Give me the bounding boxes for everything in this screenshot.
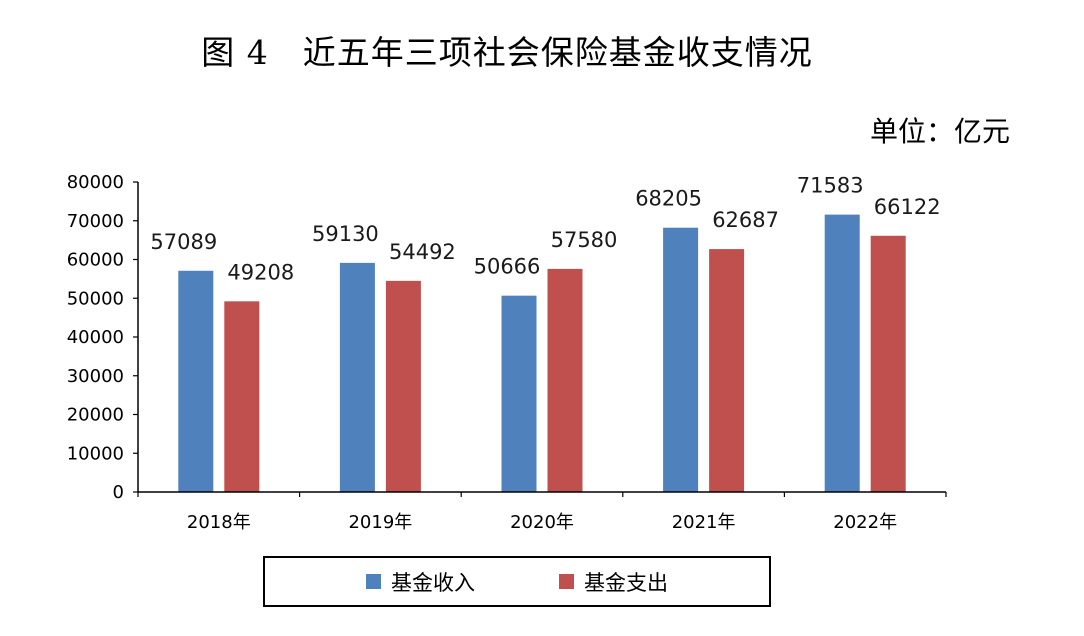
bars	[178, 214, 906, 492]
y-tick-label: 0	[113, 482, 124, 503]
y-tick-label: 50000	[67, 288, 124, 309]
y-tick-label: 60000	[67, 250, 124, 271]
bar	[178, 270, 214, 492]
y-tick-label: 20000	[67, 405, 124, 426]
bar	[663, 227, 699, 492]
data-label: 50666	[474, 255, 541, 279]
legend-swatch-expenditure	[559, 574, 574, 589]
x-tick-label: 2022年	[833, 512, 897, 533]
x-tick-label: 2019年	[348, 512, 412, 533]
y-tick-label: 30000	[67, 366, 124, 387]
x-tick-label: 2018年	[187, 512, 251, 533]
bar	[385, 280, 421, 492]
legend: 基金收入 基金支出	[263, 556, 771, 607]
y-tick-label: 70000	[67, 211, 124, 232]
y-tick-label: 80000	[67, 172, 124, 193]
data-label: 66122	[874, 195, 941, 219]
y-axis-ticks: 0 10000 20000 30000 40000 50000 60000 70000 8000…	[67, 172, 138, 503]
legend-item-expenditure: 基金支出	[559, 567, 668, 597]
bar	[339, 262, 375, 492]
bar	[709, 249, 745, 492]
legend-label-income: 基金收入	[391, 570, 475, 595]
data-label: 68205	[635, 187, 702, 211]
unit-label: 单位：亿元	[869, 115, 1010, 148]
data-label: 57580	[551, 228, 618, 252]
y-tick-label: 10000	[67, 443, 124, 464]
y-tick-label: 40000	[67, 327, 124, 348]
bar	[501, 295, 537, 492]
data-label: 54492	[389, 240, 456, 264]
x-tick-label: 2021年	[672, 512, 736, 533]
bar	[224, 301, 260, 492]
data-labels: 57089 49208 59130 54492 50666 57580 68205 62687…	[150, 174, 940, 285]
chart-title: 图 4 近五年三项社会保险基金收支情况	[201, 33, 813, 72]
data-label: 57089	[150, 230, 217, 254]
legend-label-expenditure: 基金支出	[584, 570, 668, 595]
bar	[824, 214, 860, 492]
bar-chart: 0 10000 20000 30000 40000 50000 60000 70000 8000…	[67, 172, 947, 533]
legend-item-income: 基金收入	[366, 567, 475, 597]
data-label: 62687	[712, 208, 779, 232]
data-label: 71583	[797, 174, 864, 198]
data-label: 49208	[227, 260, 294, 284]
bar	[547, 268, 583, 492]
x-axis-ticks: 2018年 2019年 2020年 2021年 2022年	[137, 492, 947, 533]
legend-swatch-income	[366, 574, 381, 589]
x-tick-label: 2020年	[510, 512, 574, 533]
data-label: 59130	[312, 222, 379, 246]
bar	[870, 235, 906, 492]
